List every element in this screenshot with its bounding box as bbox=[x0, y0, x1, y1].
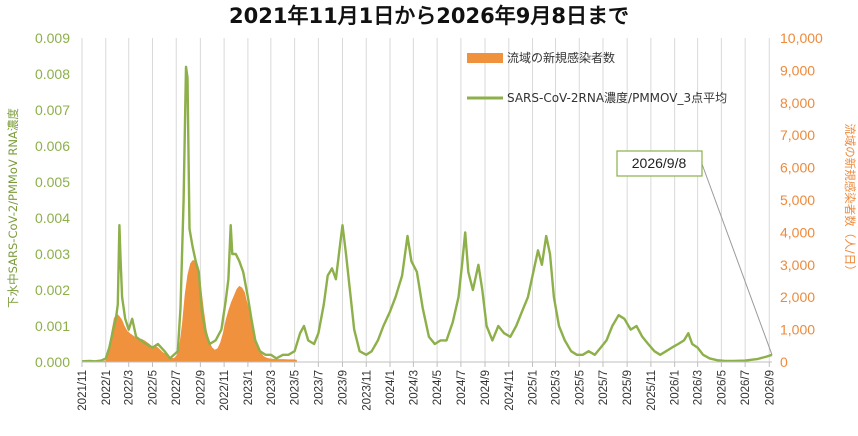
line-series-rna-ratio bbox=[81, 65, 773, 363]
y-axis-label-left: 下水中SARS-CoV-2/PMMoV RNA濃度 bbox=[6, 108, 20, 308]
x-tick-label: 2024/11 bbox=[504, 370, 516, 411]
y-tick-label-right: 8,000 bbox=[780, 95, 815, 111]
x-tick-label: 2025/1 bbox=[528, 370, 540, 405]
x-tick-label: 2026/1 bbox=[670, 370, 682, 405]
legend-label-line: SARS-CoV-2RNA濃度/PMMOV_3点平均 bbox=[507, 90, 727, 105]
grid-layer bbox=[81, 38, 770, 362]
x-tick-label: 2024/1 bbox=[385, 370, 397, 405]
y-tick-label-right: 9,000 bbox=[780, 62, 815, 78]
y-axis-label-right: 流域の新規感染者数（人/日） bbox=[843, 123, 857, 276]
x-tick-label: 2022/3 bbox=[124, 370, 136, 405]
x-tick-label: 2025/3 bbox=[550, 370, 562, 405]
y-tick-label-right: 2,000 bbox=[780, 289, 815, 305]
y-tick-label-left: 0.007 bbox=[35, 102, 70, 118]
x-tick-label: 2023/3 bbox=[266, 370, 278, 405]
y-tick-label-left: 0.003 bbox=[35, 246, 70, 262]
y-tick-label-left: 0.002 bbox=[35, 282, 70, 298]
y-tick-label-left: 0.006 bbox=[35, 138, 70, 154]
x-tick-label: 2024/5 bbox=[432, 370, 444, 405]
x-tick-label: 2023/9 bbox=[338, 370, 350, 405]
x-tick-label: 2023/11 bbox=[361, 370, 373, 411]
y-tick-label-left: 0.004 bbox=[35, 210, 70, 226]
x-tick-label: 2023/7 bbox=[313, 370, 325, 405]
y-tick-label-left: 0.000 bbox=[35, 354, 70, 370]
x-tick-label: 2025/11 bbox=[646, 370, 658, 411]
y-tick-label-left: 0.005 bbox=[35, 174, 70, 190]
y-tick-label-right: 4,000 bbox=[780, 224, 815, 240]
axis-layer: 2021/11 2022/1 2022/3 2022/5 2022/7 2022/9 202… bbox=[35, 30, 823, 411]
line-series-layer bbox=[81, 65, 773, 363]
x-tick-label: 2021/11 bbox=[77, 370, 89, 411]
chart-title: 2021年11月1日から2026年9月8日まで bbox=[229, 4, 629, 28]
x-tick-label: 2024/9 bbox=[480, 370, 492, 405]
y-tick-label-left: 0.009 bbox=[35, 30, 70, 46]
bar-series-layer bbox=[82, 259, 772, 362]
legend-label-bars: 流域の新規感染者数 bbox=[507, 50, 615, 65]
x-tick-label: 2022/5 bbox=[147, 370, 159, 405]
y-tick-label-right: 3,000 bbox=[780, 257, 815, 273]
y-tick-label-left: 0.008 bbox=[35, 66, 70, 82]
bar-series-new-cases bbox=[82, 259, 772, 362]
x-tick-label: 2025/5 bbox=[574, 370, 586, 405]
x-tick-label: 2026/7 bbox=[740, 370, 752, 405]
x-tick-label: 2026/9 bbox=[764, 370, 776, 405]
x-tick-label: 2025/7 bbox=[598, 370, 610, 405]
annotation-text: 2026/9/8 bbox=[632, 155, 687, 171]
annotation-leader-line bbox=[701, 163, 773, 355]
x-tick-label: 2022/7 bbox=[171, 370, 183, 405]
x-tick-label: 2026/3 bbox=[693, 370, 705, 405]
annotation-callout: 2026/9/8 bbox=[616, 150, 773, 355]
y-tick-label-right: 5,000 bbox=[780, 192, 815, 208]
x-tick-label: 2023/1 bbox=[243, 370, 255, 405]
y-tick-label-right: 1,000 bbox=[780, 322, 815, 338]
x-tick-label: 2023/5 bbox=[290, 370, 302, 405]
x-tick-label: 2026/5 bbox=[716, 370, 728, 405]
y-tick-label-right: 10,000 bbox=[780, 30, 823, 46]
y-tick-label-left: 0.001 bbox=[35, 318, 70, 334]
x-tick-label: 2024/3 bbox=[408, 370, 420, 405]
x-tick-label: 2022/9 bbox=[195, 370, 207, 405]
y-tick-label-right: 6,000 bbox=[780, 160, 815, 176]
x-tick-label: 2024/7 bbox=[456, 370, 468, 405]
x-tick-label: 2022/1 bbox=[101, 370, 113, 405]
x-tick-label: 2025/9 bbox=[622, 370, 634, 405]
legend: 流域の新規感染者数 SARS-CoV-2RNA濃度/PMMOV_3点平均 bbox=[467, 50, 727, 105]
annotation-box bbox=[616, 150, 703, 177]
y-tick-label-right: 7,000 bbox=[780, 127, 815, 143]
x-tick-label: 2022/11 bbox=[219, 370, 231, 411]
y-tick-label-right: 0 bbox=[780, 354, 788, 370]
legend-swatch-bars bbox=[467, 53, 503, 63]
